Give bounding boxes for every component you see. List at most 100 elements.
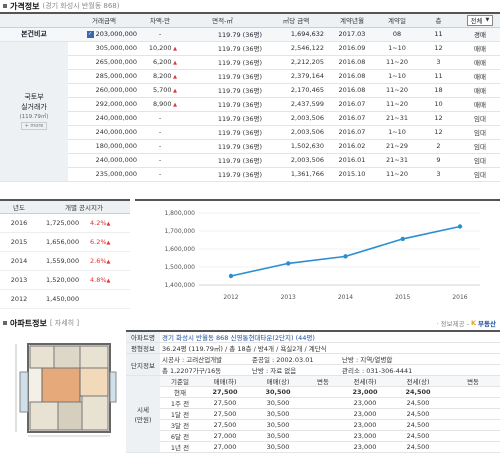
- row-ym: 2016.09: [327, 41, 377, 56]
- row-diff-value: 8,900: [152, 100, 172, 108]
- sale-high: 30,500: [250, 408, 306, 420]
- land-price-row: 2015 1,656,000 6.2%▲: [0, 232, 130, 252]
- land-year: 2013: [0, 270, 38, 290]
- row-floor: 12: [417, 125, 460, 140]
- row-day: 1~10: [377, 69, 417, 84]
- mcol-date: 기준일: [160, 375, 200, 387]
- builder: 시공사 : 고려산업개발: [160, 353, 250, 365]
- provider-credit: · 정보제공 - K 부동산: [437, 318, 496, 328]
- market-date: 1주 전: [160, 397, 200, 409]
- jeonse-low: 23,000: [340, 386, 390, 398]
- more-button[interactable]: + more: [20, 122, 48, 130]
- market-price-label: 시세 (만원): [126, 375, 160, 453]
- sale-high: 30,500: [250, 419, 306, 431]
- row-amount: 265,000,000: [68, 55, 140, 70]
- row-diff-value: 8,200: [152, 72, 172, 80]
- row-floor: 3: [417, 55, 460, 70]
- jeonse-change: [446, 386, 500, 398]
- data-point: [400, 236, 405, 242]
- sale-high: 30,500: [250, 430, 306, 442]
- land-value-number: 1,559,000: [46, 256, 80, 265]
- mcol-sale-change: 변동: [306, 375, 340, 387]
- land-price-row: 2012 1,450,000: [0, 289, 130, 309]
- row-day: 11~20: [377, 97, 417, 112]
- row-area: 119.79 (36평): [180, 111, 265, 126]
- row-diff-value: -: [158, 170, 162, 178]
- up-arrow-icon: ▲: [171, 60, 177, 66]
- col-area: 면적-㎡: [180, 13, 265, 28]
- apt-info-table: 아파트명 경기 화성시 반월동 868 신영통현대타운(2단지) (44평) 평…: [126, 330, 500, 453]
- row-diff: -: [140, 111, 180, 126]
- y-tick-label: 1,800,000: [164, 210, 195, 217]
- jeonse-change: [446, 408, 500, 420]
- market-date: 1달 전: [160, 408, 200, 420]
- reference-row: 본건비교 ✓ 203,000,000 - 119.79 (36평) 1,694,6…: [0, 27, 500, 42]
- section-subtitle: (경기 화성시 반월동 868): [42, 2, 120, 10]
- row-area: 119.79 (36평): [180, 97, 265, 112]
- row-amount: 305,000,000: [68, 41, 140, 56]
- detail-link[interactable]: [ 자세히 ]: [49, 319, 80, 327]
- row-amount: 180,000,000: [68, 139, 140, 154]
- market-row: 6달 전 27,000 30,500 23,000 24,500: [126, 430, 500, 442]
- section-title: 가격정보: [10, 1, 40, 11]
- x-tick-label: 2015: [395, 294, 410, 301]
- col-land-price: 개별 공시지가: [38, 200, 130, 214]
- row-diff-value: 6,200: [152, 58, 172, 66]
- complex-info-label: 단지정보: [126, 353, 160, 376]
- row-type: 매매: [460, 55, 500, 70]
- land-change-pct: 2.6%: [90, 256, 107, 265]
- ref-ym: 2017.03: [327, 27, 377, 42]
- sale-change: [306, 397, 340, 409]
- y-tick-label: 1,600,000: [164, 246, 195, 253]
- row-type: 임대: [460, 125, 500, 140]
- row-per-m2: 2,003,506: [265, 125, 327, 140]
- row-diff-value: -: [158, 142, 162, 150]
- sale-change: [306, 386, 340, 398]
- row-per-m2: 1,502,630: [265, 139, 327, 154]
- row-amount: 240,000,000: [68, 153, 140, 168]
- land-year: 2016: [0, 213, 38, 233]
- data-point: [457, 224, 463, 229]
- jeonse-low: 23,000: [340, 430, 390, 442]
- row-type: 임대: [460, 153, 500, 168]
- ref-amount: 203,000,000: [95, 30, 137, 38]
- up-arrow-icon: ▲: [171, 88, 177, 94]
- row-floor: 2: [417, 139, 460, 154]
- type-filter-value: 전체: [470, 17, 483, 26]
- market-row: 현재 27,500 30,500 23,000 24,500: [126, 386, 500, 398]
- land-change-pct: 4.2%: [90, 218, 107, 227]
- row-floor: 18: [417, 83, 460, 98]
- ref-type: 경매: [460, 27, 500, 42]
- row-ym: 2015.10: [327, 167, 377, 182]
- data-point: [228, 273, 234, 279]
- land-value: 1,450,000: [38, 289, 130, 309]
- up-arrow-icon: ▲: [106, 258, 111, 265]
- col-year: 년도: [0, 200, 38, 214]
- row-diff: 5,700 ▲: [140, 83, 180, 98]
- land-price-table: 년도 개별 공시지가 2016 1,725,000 4.2%▲ 2015 1,656,0…: [0, 199, 130, 309]
- row-area: 119.79 (36평): [180, 41, 265, 56]
- sale-high: 30,500: [250, 397, 306, 409]
- up-arrow-icon: ▲: [171, 74, 177, 80]
- row-floor: 12: [417, 41, 460, 56]
- up-arrow-icon: ▲: [106, 239, 111, 246]
- land-change-pct: 6.2%: [90, 237, 107, 246]
- row-type: 임대: [460, 167, 500, 182]
- jeonse-change: [446, 397, 500, 409]
- market-date: 현재: [160, 386, 200, 398]
- row-day: 1~10: [377, 125, 417, 140]
- side-label-line: 국토부: [24, 93, 44, 101]
- row-ym: 2016.02: [327, 139, 377, 154]
- row-area: 119.79 (36평): [180, 125, 265, 140]
- row-diff: -: [140, 125, 180, 140]
- jeonse-low: 23,000: [340, 408, 390, 420]
- data-point: [343, 254, 348, 259]
- land-value: 1,656,000 6.2%▲: [38, 232, 130, 252]
- x-tick-label: 2013: [281, 294, 296, 301]
- row-diff: -: [140, 139, 180, 154]
- row-diff: 8,200 ▲: [140, 69, 180, 84]
- row-per-m2: 1,361,766: [265, 167, 327, 182]
- land-change-pct: 4.8%: [90, 275, 107, 284]
- type-filter-select[interactable]: 전체 ▼: [466, 14, 494, 26]
- row-amount: 285,000,000: [68, 69, 140, 84]
